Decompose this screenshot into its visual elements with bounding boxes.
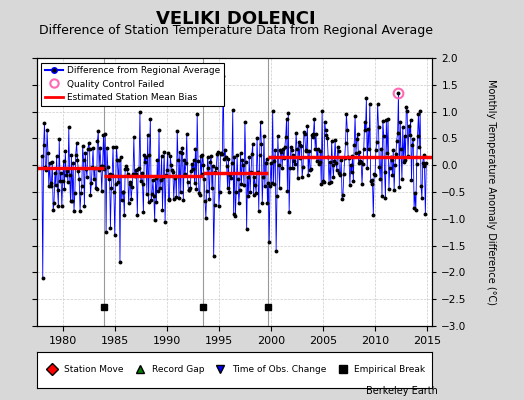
Y-axis label: Monthly Temperature Anomaly Difference (°C): Monthly Temperature Anomaly Difference (…: [486, 79, 496, 305]
Legend: Station Move, Record Gap, Time of Obs. Change, Empirical Break: Station Move, Record Gap, Time of Obs. C…: [40, 362, 429, 378]
Text: Berkeley Earth: Berkeley Earth: [366, 386, 438, 396]
Legend: Difference from Regional Average, Quality Control Failed, Estimated Station Mean: Difference from Regional Average, Qualit…: [41, 62, 224, 106]
Text: VELIKI DOLENCI: VELIKI DOLENCI: [156, 10, 315, 28]
Text: Difference of Station Temperature Data from Regional Average: Difference of Station Temperature Data f…: [39, 24, 433, 37]
